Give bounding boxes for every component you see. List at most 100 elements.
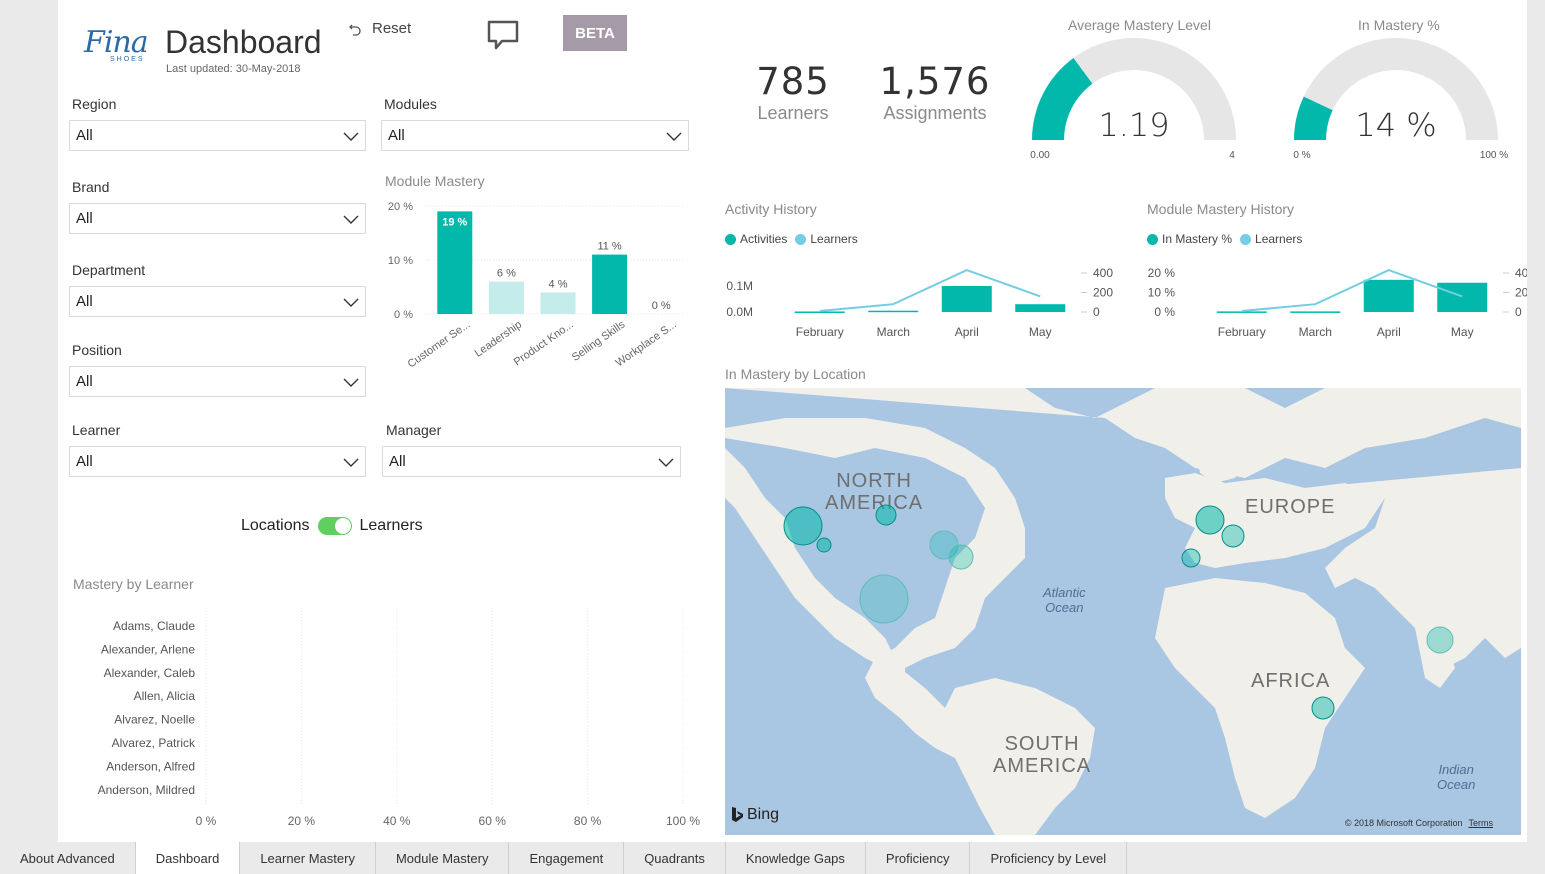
- bing-label: Bing: [747, 806, 780, 823]
- location-bubble[interactable]: [948, 544, 974, 570]
- position-label: Position: [72, 342, 122, 358]
- reset-button[interactable]: Reset: [348, 20, 411, 37]
- x-tick-label: May: [1029, 325, 1052, 339]
- data-label: 4 %: [549, 278, 568, 290]
- y-right-tick-label: 400: [1515, 266, 1527, 280]
- x-tick-label: 40 %: [383, 814, 411, 828]
- bar: [1015, 304, 1066, 312]
- mastery-history-legend: In Mastery % Learners: [1147, 232, 1302, 246]
- location-bubble[interactable]: [816, 537, 832, 553]
- map-label-indian: Indian Ocean: [1437, 762, 1476, 792]
- location-bubble[interactable]: [1426, 626, 1454, 654]
- modules-dropdown[interactable]: All: [381, 120, 689, 151]
- in-mastery-map[interactable]: NORTH AMERICA EUROPE AFRICA SOUTH AMERICA …: [725, 388, 1521, 835]
- department-label: Department: [72, 262, 146, 278]
- brand-value: All: [76, 210, 93, 227]
- tab-proficiency[interactable]: Proficiency: [866, 842, 971, 874]
- location-bubble[interactable]: [1181, 548, 1201, 568]
- activity-history-legend: Activities Learners: [725, 232, 858, 246]
- report-canvas: Fina SHOES Dashboard Last updated: 30-Ma…: [58, 0, 1527, 842]
- location-bubble[interactable]: [1311, 696, 1335, 720]
- brand-dropdown[interactable]: All: [69, 203, 366, 234]
- y-right-tick-label: 200: [1515, 286, 1527, 300]
- x-tick-label: 60 %: [479, 814, 507, 828]
- beta-badge: BETA: [563, 15, 627, 51]
- mastery-by-learner-chart[interactable]: 0 % 20 % 40 % 60 % 80 % 100 % Adams, Claude Ale…: [73, 600, 703, 835]
- location-bubble[interactable]: [859, 574, 909, 624]
- tab-engagement[interactable]: Engagement: [509, 842, 625, 874]
- gauge-track: [1032, 38, 1236, 140]
- gauge-fill: [1032, 57, 1093, 140]
- learner-dropdown[interactable]: All: [69, 446, 366, 477]
- learners-count: 785: [756, 60, 830, 103]
- in-mastery-gauge[interactable]: 14 % 0 % 100 %: [1280, 36, 1520, 166]
- tab-learner-mastery[interactable]: Learner Mastery: [240, 842, 376, 874]
- legend-learners-label: Learners: [810, 232, 858, 246]
- module-mastery-title: Module Mastery: [385, 173, 485, 189]
- location-bubble[interactable]: [875, 504, 897, 526]
- bar: [794, 311, 845, 313]
- assignments-kpi: 1,576 Assignments: [873, 60, 997, 124]
- x-tick-label: 0 %: [196, 814, 217, 828]
- mastery-history-chart[interactable]: 20 % 10 % 0 % 400 200 0 February March April May: [1147, 255, 1527, 355]
- tab-proficiency-by-level[interactable]: Proficiency by Level: [970, 842, 1128, 874]
- learner-row-label: Alvarez, Patrick: [112, 736, 196, 750]
- module-mastery-chart[interactable]: 20 % 10 % 0 % 19 % Customer Se... 6 % Leadersh…: [385, 192, 695, 382]
- learner-value: All: [76, 453, 93, 470]
- gauge-min-label: 0.00: [1030, 150, 1050, 161]
- gauge-fill: [1294, 96, 1333, 140]
- avg-mastery-gauge[interactable]: 1.19 0.00 4: [1018, 36, 1258, 166]
- page-title: Dashboard: [165, 24, 322, 60]
- y-left-tick-label: 20 %: [1148, 266, 1176, 280]
- tab-knowledge-gaps[interactable]: Knowledge Gaps: [726, 842, 866, 874]
- location-bubble[interactable]: [1221, 524, 1245, 548]
- learner-row-label: Alvarez, Noelle: [114, 713, 195, 727]
- logo-subtext: SHOES: [110, 56, 145, 63]
- brand-label: Brand: [72, 179, 110, 195]
- region-dropdown[interactable]: All: [69, 120, 366, 151]
- tab-dashboard[interactable]: Dashboard: [135, 842, 241, 874]
- mastery-by-learner-title: Mastery by Learner: [73, 576, 194, 592]
- learner-label: Learner: [72, 422, 121, 438]
- fina-shoes-logo: Fina SHOES: [76, 26, 154, 66]
- chevron-down-icon: [343, 132, 359, 141]
- position-dropdown[interactable]: All: [69, 366, 366, 397]
- x-tick-label: February: [1218, 325, 1266, 339]
- avg-mastery-title: Average Mastery Level: [1068, 17, 1211, 33]
- x-tick-label: April: [1377, 325, 1401, 339]
- manager-dropdown[interactable]: All: [382, 446, 681, 477]
- data-label: 19 %: [442, 216, 467, 228]
- y-tick-label: 10 %: [388, 255, 413, 267]
- activity-history-chart[interactable]: 0.1M 0.0M 400 200 0 February March April May: [725, 255, 1125, 355]
- tab-module-mastery[interactable]: Module Mastery: [376, 842, 510, 874]
- x-tick-label: 100 %: [666, 814, 700, 828]
- legend-learners-dot: [795, 233, 807, 245]
- world-map-land: [725, 388, 1521, 835]
- learner-row-label: Allen, Alicia: [134, 689, 196, 703]
- legend-activities-dot: [725, 233, 736, 245]
- department-dropdown[interactable]: All: [69, 286, 366, 317]
- map-copyright: © 2018 Microsoft Corporation Terms: [1345, 818, 1493, 828]
- learner-row-label: Anderson, Mildred: [98, 783, 195, 797]
- manager-label: Manager: [386, 422, 442, 438]
- tab-about-advanced[interactable]: About Advanced: [0, 842, 136, 874]
- bar: [1437, 282, 1488, 312]
- tab-quadrants[interactable]: Quadrants: [624, 842, 726, 874]
- terms-link[interactable]: Terms: [1468, 818, 1494, 828]
- chevron-down-icon: [343, 378, 359, 387]
- chevron-down-icon: [343, 458, 359, 467]
- x-tick-label: Customer Se...: [406, 319, 473, 371]
- chevron-down-icon: [666, 132, 682, 141]
- comment-icon[interactable]: [486, 18, 520, 52]
- location-bubble[interactable]: [783, 506, 823, 546]
- position-value: All: [76, 373, 93, 390]
- legend-in-mastery-dot: [1147, 233, 1158, 245]
- map-title: In Mastery by Location: [725, 366, 866, 382]
- location-bubble[interactable]: [1195, 505, 1225, 535]
- locations-learners-toggle[interactable]: [317, 517, 352, 535]
- legend-learners-dot: [1240, 233, 1252, 245]
- chevron-down-icon: [343, 298, 359, 307]
- bar: [1363, 279, 1414, 312]
- x-tick-label: March: [877, 325, 910, 339]
- gauge-min-label: 0 %: [1293, 150, 1310, 161]
